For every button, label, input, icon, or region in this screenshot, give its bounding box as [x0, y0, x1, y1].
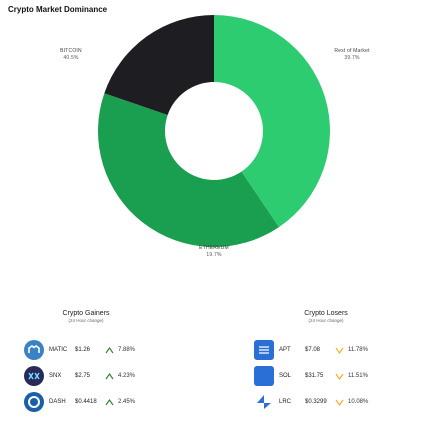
lrc-icon — [254, 392, 274, 412]
slice-label-ethereum-name: ETHEREUM — [199, 245, 229, 251]
donut-slice-ethereum — [104, 15, 214, 116]
losers-title: Crypto Losers (24 Hour change) — [276, 309, 376, 324]
gainer-symbol: DASH — [49, 399, 66, 405]
down-arrow-icon — [333, 345, 345, 355]
gainer-row: SNX $2.75 4.23% — [24, 366, 135, 386]
losers-subtitle: (24 Hour change) — [308, 318, 344, 323]
loser-change: 10.08% — [348, 399, 369, 405]
gainer-change: 4.23% — [118, 373, 136, 379]
slice-label-rest-name: Rest of Market — [334, 48, 370, 54]
gainer-change: 2.45% — [118, 399, 136, 405]
gainer-symbol: SNX — [49, 373, 62, 379]
slice-label-ethereum: ETHEREUM 19.7% — [186, 245, 242, 259]
slice-label-bitcoin-name: BITCOIN — [60, 48, 82, 54]
down-arrow-icon — [333, 371, 345, 381]
slice-label-ethereum-value: 19.7% — [206, 252, 222, 258]
down-arrow-icon — [333, 397, 345, 407]
loser-price: $31.75 — [305, 373, 324, 379]
loser-symbol: LRC — [279, 399, 292, 405]
gainer-price: $0.4418 — [75, 399, 97, 405]
gainers-title-text: Crypto Gainers — [62, 310, 110, 317]
donut-slice-rest-of-market — [97, 93, 279, 247]
loser-symbol: SOL — [279, 373, 292, 379]
loser-price: $0.3299 — [305, 399, 327, 405]
loser-row: LRC $0.3299 10.08% — [254, 392, 368, 412]
loser-change: 11.78% — [348, 347, 368, 353]
dash-icon — [24, 392, 44, 412]
up-arrow-icon — [103, 371, 115, 381]
slice-label-rest: Rest of Market 39.7% — [328, 48, 376, 62]
slice-label-rest-value: 39.7% — [344, 55, 360, 61]
snx-icon — [24, 366, 44, 386]
donut-slice-bitcoin — [214, 15, 330, 228]
loser-symbol: APT — [279, 347, 291, 353]
up-arrow-icon — [103, 345, 115, 355]
gainer-row: MATIC $1.26 7.88% — [24, 340, 135, 360]
gainer-row: DASH $0.4418 2.45% — [24, 392, 135, 412]
gainers-title: Crypto Gainers (24 Hour change) — [36, 309, 136, 324]
loser-change: 11.51% — [348, 373, 368, 379]
gainer-change: 7.88% — [118, 347, 136, 353]
slice-label-bitcoin-value: 40.5% — [63, 55, 79, 61]
gainers-subtitle: (24 Hour change) — [68, 318, 104, 323]
sol-icon — [254, 366, 274, 386]
losers-title-text: Crypto Losers — [304, 310, 348, 317]
gainer-price: $2.75 — [75, 373, 91, 379]
dominance-donut-chart — [97, 15, 330, 247]
up-arrow-icon — [103, 397, 115, 407]
loser-row: SOL $31.75 11.51% — [254, 366, 368, 386]
loser-price: $7.08 — [305, 347, 321, 353]
matic-icon — [24, 340, 44, 360]
apt-icon — [254, 340, 274, 360]
loser-row: APT $7.08 11.78% — [254, 340, 368, 360]
gainer-symbol: MATIC — [49, 347, 68, 353]
page-title: Crypto Market Dominance — [8, 5, 108, 14]
gainer-price: $1.26 — [75, 347, 91, 353]
slice-label-bitcoin: BITCOIN 40.5% — [48, 48, 94, 62]
